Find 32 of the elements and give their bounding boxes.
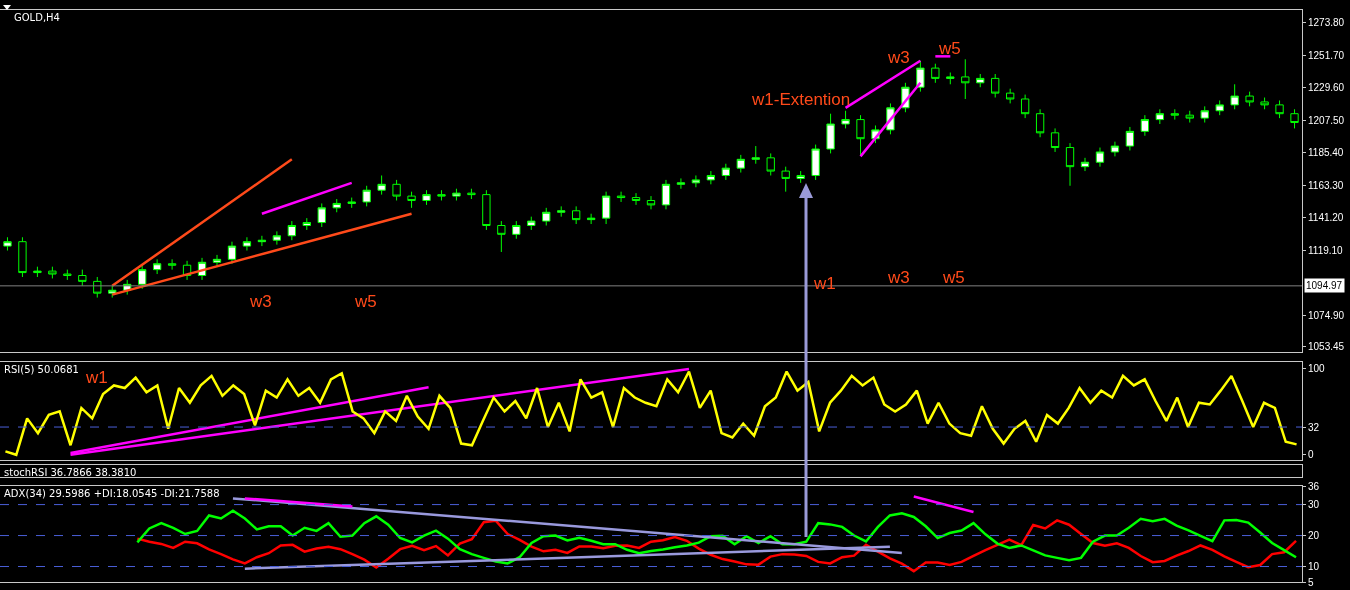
annotation: w3 xyxy=(887,268,910,287)
y-tick-label: 5 xyxy=(1308,576,1314,588)
ref-line-label: 1094.97 xyxy=(1306,280,1343,291)
y-tick-label: 1229.60 xyxy=(1308,82,1345,94)
y-tick-label: 1207.50 xyxy=(1308,114,1345,126)
annotation: w3 xyxy=(887,48,910,67)
chart-title: GOLD,H4 xyxy=(14,12,60,23)
y-tick-label: 1251.70 xyxy=(1308,49,1345,61)
y-tick-label: 1185.40 xyxy=(1308,147,1344,159)
y-tick-label: 1119.10 xyxy=(1308,244,1344,256)
annotation: w3 xyxy=(249,292,272,311)
y-tick-label: 1074.90 xyxy=(1308,309,1345,321)
y-tick-label: 1163.30 xyxy=(1308,179,1344,191)
y-tick-label: 1273.80 xyxy=(1308,17,1345,29)
annotation: w5 xyxy=(938,39,961,58)
y-tick-label: 1053.45 xyxy=(1308,341,1345,353)
y-tick-label: 1141.20 xyxy=(1308,212,1344,224)
annotation: w5 xyxy=(354,292,377,311)
y-tick-label: 10 xyxy=(1308,561,1320,573)
annotation: w1 xyxy=(813,274,836,293)
annotation: w5 xyxy=(942,268,965,287)
y-tick-label: 32 xyxy=(1308,421,1320,433)
chart-title: ADX(34) 29.5986 +DI:18.0545 -DI:21.7588 xyxy=(4,488,220,499)
y-tick-label: 36 xyxy=(1308,480,1320,492)
text: stochRSI 36.7866 38.3810 xyxy=(4,467,137,478)
y-tick-label: 30 xyxy=(1308,499,1320,511)
y-tick-label: 20 xyxy=(1308,530,1320,542)
y-tick-label: 100 xyxy=(1308,362,1326,374)
annotation: w1-Extention xyxy=(751,90,851,109)
annotation: w1 xyxy=(85,368,108,387)
chart-title: RSI(5) 50.0681 xyxy=(4,364,79,375)
y-tick-label: 0 xyxy=(1308,449,1314,461)
